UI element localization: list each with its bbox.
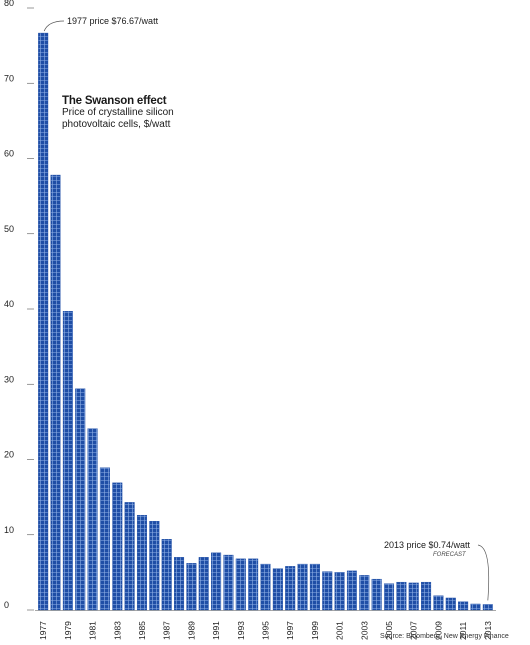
last-annotation-leader: [477, 544, 490, 601]
source-note: Source: Bloomberg, New Energy Finance: [380, 633, 509, 640]
bar: [346, 570, 357, 611]
bar: [421, 581, 432, 611]
x-tick-label: 1983: [112, 621, 122, 640]
bar: [396, 581, 407, 611]
bar: [75, 388, 86, 611]
bar: [174, 557, 185, 611]
bar: [198, 557, 209, 611]
bar: [470, 603, 481, 611]
x-tick-label: 2007: [409, 621, 419, 640]
chart-subtitle: Price of crystalline silicon photovoltai…: [62, 107, 174, 130]
x-tick-label: 1985: [137, 621, 147, 640]
bar: [433, 595, 444, 611]
x-tick-label: 1979: [63, 621, 73, 640]
x-tick-label: 2003: [359, 621, 369, 640]
x-tick-label: 1997: [285, 621, 295, 640]
first-annotation-leader: [43, 20, 65, 32]
bar: [334, 572, 345, 611]
bar: [285, 566, 296, 611]
bar: [223, 554, 234, 611]
y-tick-label: 20: [4, 450, 14, 460]
x-tick-label: 2009: [433, 621, 443, 640]
bar: [371, 578, 382, 611]
bar: [161, 539, 172, 611]
first-price-annotation: 1977 price $76.67/watt: [67, 16, 159, 26]
y-tick-label: 50: [4, 224, 14, 234]
bar: [149, 521, 160, 611]
bar: [235, 558, 246, 611]
y-tick-label: 80: [4, 0, 14, 8]
x-tick-label: 1995: [261, 621, 271, 640]
x-tick-label: 2001: [335, 621, 345, 640]
x-tick-label: 1991: [211, 621, 221, 640]
x-tick-label: 2013: [483, 621, 493, 640]
bar: [408, 582, 419, 611]
bar: [112, 482, 123, 611]
y-tick-label: 0: [4, 600, 9, 610]
bar: [38, 32, 49, 611]
bar: [297, 563, 308, 611]
bar: [62, 311, 73, 611]
bar: [359, 575, 370, 611]
y-tick-label: 10: [4, 525, 14, 535]
y-tick-label: 40: [4, 299, 14, 309]
bar: [248, 558, 259, 611]
x-tick-label: 1977: [38, 621, 48, 640]
x-tick-label: 1999: [310, 621, 320, 640]
bar: [99, 467, 110, 611]
x-tick-label: 1993: [236, 621, 246, 640]
bar: [186, 563, 197, 611]
bar: [445, 597, 456, 611]
bar: [383, 583, 395, 611]
bar: [309, 563, 320, 611]
bar: [50, 174, 61, 611]
x-tick-label: 1981: [88, 621, 98, 640]
bar: [458, 601, 469, 611]
y-tick-label: 60: [4, 149, 14, 159]
bar: [136, 514, 148, 611]
bar: [482, 604, 493, 611]
bar: [272, 568, 283, 611]
last-price-annotation: 2013 price $0.74/watt: [384, 540, 471, 550]
chart-title: The Swanson effect: [62, 95, 167, 107]
bar: [87, 428, 98, 611]
forecast-note: FORECAST: [433, 552, 466, 558]
x-tick-label: 2011: [458, 621, 468, 640]
bar: [322, 571, 333, 611]
bar: [260, 563, 271, 611]
chart-title-block: The Swanson effect Price of crystalline …: [62, 95, 212, 131]
x-tick-label: 1987: [162, 621, 172, 640]
y-tick-label: 30: [4, 374, 14, 384]
bar: [211, 552, 222, 611]
y-tick-label: 70: [4, 73, 14, 83]
bar: [124, 502, 135, 611]
x-tick-label: 1989: [186, 621, 196, 640]
x-tick-label: 2005: [384, 621, 394, 640]
